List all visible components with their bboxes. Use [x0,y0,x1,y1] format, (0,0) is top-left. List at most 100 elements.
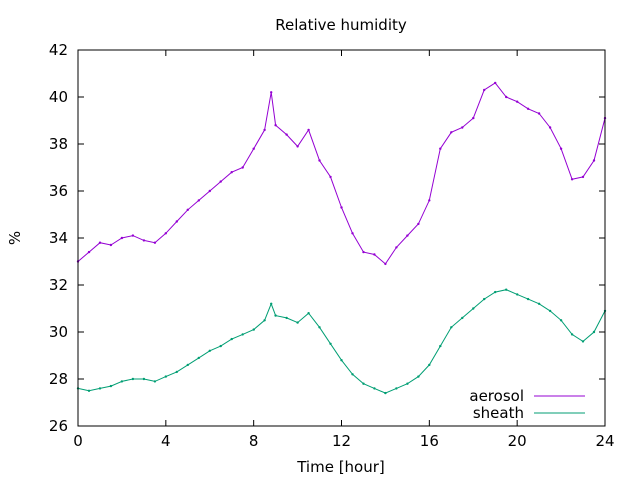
data-point-sheath [505,288,508,291]
data-point-sheath [559,319,563,322]
data-point-sheath [285,316,288,320]
data-point-aerosol [164,232,167,235]
data-point-aerosol [373,253,376,256]
data-point-aerosol [197,199,200,202]
data-point-sheath [120,380,124,383]
data-point-aerosol [450,131,453,134]
x-tick-label: 12 [332,432,351,450]
data-point-sheath [175,370,178,374]
y-tick-label: 34 [49,229,68,247]
data-point-aerosol [362,250,365,254]
data-point-aerosol [318,159,321,162]
x-axis-label: Time [hour] [296,458,385,476]
data-point-sheath [142,377,146,381]
data-point-sheath [428,363,431,367]
data-point-sheath [263,319,266,322]
data-point-sheath [581,340,585,343]
data-point-aerosol [548,126,552,129]
data-point-sheath [461,316,464,320]
data-point-aerosol [230,171,233,174]
data-point-aerosol [537,112,541,115]
data-point-sheath [252,328,255,331]
legend-label-aerosol: aerosol [469,387,524,405]
data-point-sheath [406,382,409,385]
data-point-aerosol [384,262,387,266]
data-point-sheath [362,382,365,385]
data-point-aerosol [142,239,146,242]
data-point-sheath [164,375,167,378]
data-point-sheath [131,377,135,381]
data-point-aerosol [109,243,113,247]
data-point-sheath [296,321,299,324]
x-tick-label: 0 [73,432,83,450]
data-point-sheath [351,373,354,376]
data-point-aerosol [472,116,475,120]
data-point-sheath [340,359,343,362]
y-tick-label: 42 [49,41,68,59]
legend-label-sheath: sheath [473,404,524,422]
data-point-aerosol [307,128,310,132]
series-line-aerosol [77,82,606,265]
data-point-aerosol [153,241,157,244]
data-point-sheath [153,380,157,383]
data-point-aerosol [581,175,585,179]
data-point-sheath [98,387,102,390]
data-point-aerosol [274,124,277,127]
data-point-sheath [526,297,530,301]
data-point-aerosol [270,91,273,94]
y-tick-label: 26 [49,417,68,435]
data-point-sheath [384,391,387,395]
data-point-aerosol [516,100,519,103]
data-point-aerosol [98,241,102,244]
x-tick-label: 4 [161,432,171,450]
data-point-aerosol [285,133,288,136]
series-line-sheath [77,289,606,394]
data-point-aerosol [494,81,497,85]
data-point-sheath [197,356,200,360]
series-layer [76,81,607,395]
data-point-aerosol [439,147,442,150]
x-tick-label: 16 [420,432,439,450]
data-point-sheath [87,389,91,392]
data-point-aerosol [131,234,135,237]
data-point-aerosol [120,236,124,240]
data-point-sheath [537,302,541,305]
data-point-aerosol [570,178,574,181]
x-tick-label: 24 [595,432,614,450]
data-point-aerosol [241,166,244,169]
x-tick-label: 8 [249,432,259,450]
data-point-aerosol [592,159,596,162]
y-tick-label: 28 [49,370,68,388]
data-point-sheath [241,333,244,336]
data-point-aerosol [417,222,420,226]
data-point-aerosol [87,250,91,254]
data-point-aerosol [505,95,508,99]
data-point-sheath [548,309,552,313]
data-point-aerosol [395,246,398,249]
data-point-aerosol [186,208,189,211]
data-point-sheath [307,312,310,315]
data-point-aerosol [296,145,299,148]
data-point-aerosol [559,147,563,150]
data-point-aerosol [461,126,464,129]
data-point-sheath [439,344,442,348]
data-point-sheath [516,293,519,296]
data-point-sheath [219,344,222,348]
data-point-sheath [417,375,420,378]
data-point-sheath [274,314,277,317]
data-point-aerosol [483,88,486,92]
data-point-sheath [186,363,189,367]
data-point-sheath [270,302,273,305]
data-point-sheath [592,330,596,334]
axis-ticks: 0 4 8 12 16 20 24 26 28 30 32 34 36 38 40 42 [49,41,615,450]
data-point-aerosol [252,147,255,150]
data-point-aerosol [526,107,530,111]
data-point-sheath [483,297,486,301]
plot-frame [77,49,606,427]
y-tick-label: 38 [49,135,68,153]
data-point-sheath [329,342,332,345]
data-point-sheath [373,387,376,390]
data-point-sheath [450,326,453,329]
data-point-aerosol [329,175,332,179]
data-point-sheath [494,290,497,294]
